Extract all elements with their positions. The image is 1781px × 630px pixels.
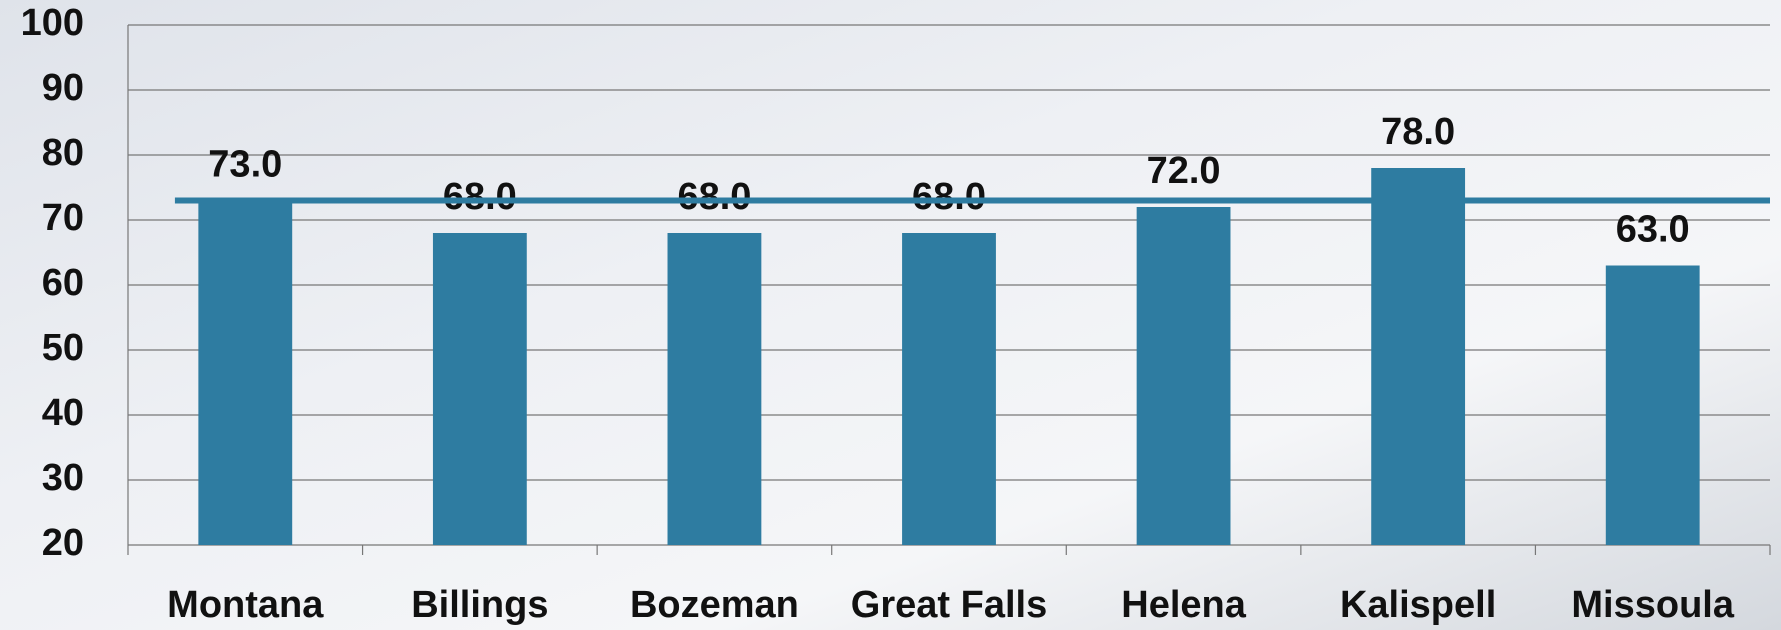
bar (1605, 265, 1700, 545)
y-tick-label: 50 (42, 327, 84, 369)
x-tick-label: Montana (167, 584, 324, 626)
y-tick-label: 100 (21, 2, 84, 44)
y-tick-label: 70 (42, 197, 84, 239)
y-tick-label: 80 (42, 132, 84, 174)
x-tick-label: Kalispell (1340, 584, 1496, 626)
value-label: 63.0 (1616, 209, 1690, 251)
value-label: 72.0 (1147, 150, 1221, 192)
value-label: 68.0 (677, 176, 751, 218)
bar (902, 233, 996, 545)
x-tick-label: Missoula (1571, 584, 1734, 626)
x-tick-label: Billings (411, 584, 548, 626)
bar (198, 200, 293, 545)
value-label: 68.0 (443, 176, 517, 218)
bar (1136, 207, 1231, 545)
y-tick-label: 90 (42, 67, 84, 109)
bar (1371, 168, 1466, 545)
x-tick-label: Great Falls (851, 584, 1047, 626)
x-tick-label: Helena (1121, 584, 1246, 626)
value-label: 73.0 (208, 144, 282, 186)
y-tick-label: 20 (42, 522, 84, 564)
y-tick-label: 30 (42, 457, 84, 499)
bar (667, 233, 762, 545)
value-label: 68.0 (912, 176, 986, 218)
bar (432, 233, 527, 545)
y-tick-label: 40 (42, 392, 84, 434)
value-label: 78.0 (1381, 111, 1455, 153)
y-tick-label: 60 (42, 262, 84, 304)
x-tick-label: Bozeman (630, 584, 799, 626)
